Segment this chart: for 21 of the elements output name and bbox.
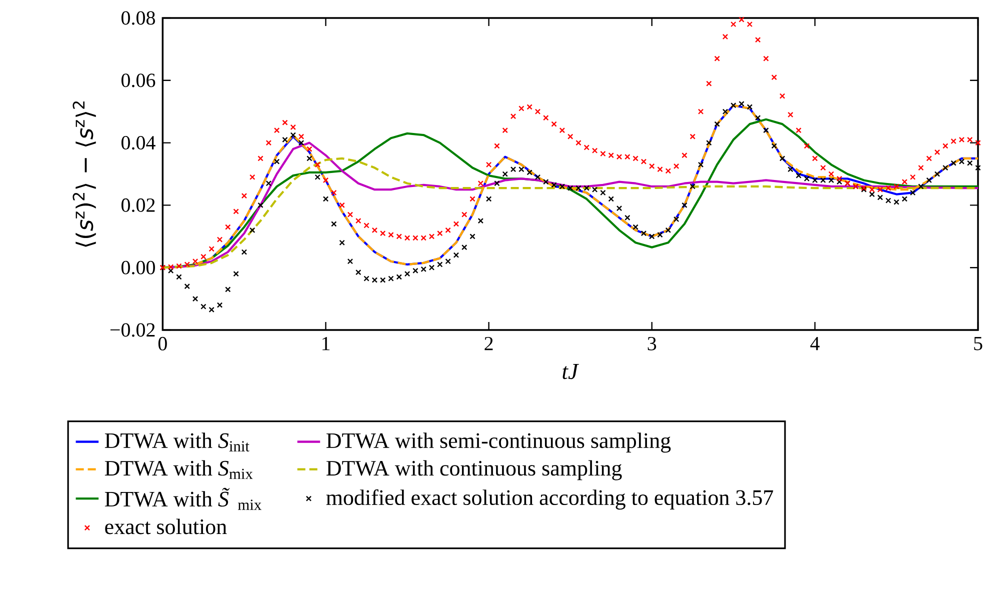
y-tick-label: 0.04 xyxy=(121,136,156,150)
legend-label: DTWA with continuous sampling xyxy=(326,460,622,480)
x-axis-title: tJ xyxy=(562,364,579,380)
x-tick-label: 4 xyxy=(810,336,820,350)
legend-label: modified exact solution according to equation 3.57 xyxy=(326,489,774,510)
y-tick-label: −0.02 xyxy=(110,323,155,337)
legend-label: exact solution xyxy=(105,518,227,534)
legend-label: DTWA with S$_{init}$ xyxy=(104,432,250,452)
y-tick-label: 0.06 xyxy=(121,74,156,88)
y-tick-label: 0.08 xyxy=(121,11,155,25)
x-tick-label: 1 xyxy=(322,336,330,350)
text: ⟨(s$^{z}$)$^{2}$⟩ − ⟨s$^{z}$⟩$^{2}$ xyxy=(72,101,96,247)
y-tick-label: 0.00 xyxy=(121,260,155,274)
x-tick-label: 0 xyxy=(158,336,167,350)
legend-label: DTWA with S̃$_{mix}$ xyxy=(104,488,262,510)
x-tick-label: 3 xyxy=(648,336,656,350)
legend-label: DTWA with S$_{mix}$ xyxy=(104,460,253,479)
y-tick-label: 0.02 xyxy=(121,198,155,212)
x-tick-label: 2 xyxy=(484,336,493,350)
x-tick-label: 5 xyxy=(974,336,982,350)
legend-label: DTWA with semi-continuous sampling xyxy=(326,432,671,453)
